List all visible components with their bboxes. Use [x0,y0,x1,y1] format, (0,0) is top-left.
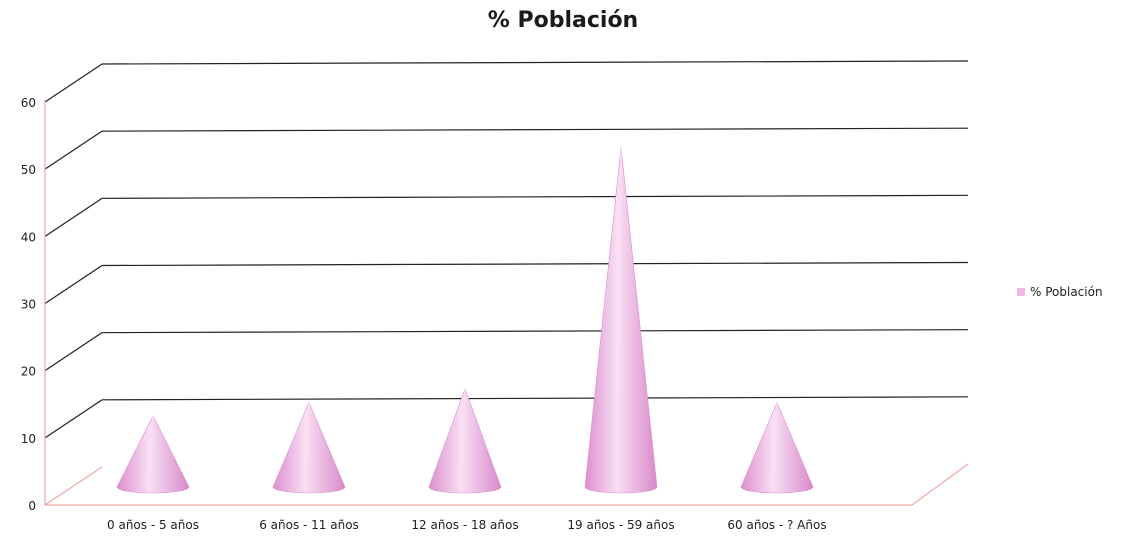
gridline-side [44,63,103,103]
x-tick-label: 19 años - 59 años [567,518,674,532]
cone-2 [428,388,502,494]
legend-swatch [1017,288,1025,296]
gridline [101,127,969,132]
cone-highlight [304,402,310,493]
cone-mark [584,147,658,494]
cone-3 [584,147,658,494]
cone-1 [272,401,346,494]
cone-highlight [460,388,466,493]
gridline-side [44,130,103,170]
x-tick-label: 12 años - 18 años [411,518,518,532]
floor-edge [911,463,969,506]
y-tick-label: 50 [21,163,36,177]
y-tick-label: 0 [28,499,36,513]
cone-0 [116,415,190,494]
legend-label: % Población [1030,285,1103,299]
gridline-side [44,265,103,304]
cone-mark [116,415,190,494]
cone-highlight [772,402,778,493]
gridline-side [44,197,103,237]
cone-mark [740,401,814,494]
chart-title: % Población [487,8,639,33]
gridline [101,194,969,199]
cone-mark [272,401,346,494]
gridline-side [44,332,103,372]
x-tick-label: 60 años - ? Años [727,518,826,532]
gridline-side [44,399,103,439]
y-tick-label: 60 [21,96,36,110]
gridline [101,396,969,401]
cone-highlight [148,415,154,493]
x-tick-label: 6 años - 11 años [259,518,359,532]
gridline [101,329,969,334]
cone-4 [740,401,814,494]
y-tick-label: 10 [21,432,36,446]
cone-mark [428,388,502,494]
legend: % Población [1017,285,1103,299]
gridline [101,60,969,65]
y-tick-label: 20 [21,365,36,379]
y-tick-label: 30 [21,298,36,312]
y-tick-label: 40 [21,230,36,244]
floor-side [44,466,103,506]
x-tick-label: 0 años - 5 años [107,518,199,532]
cone-highlight [616,147,622,493]
gridline [101,261,969,267]
